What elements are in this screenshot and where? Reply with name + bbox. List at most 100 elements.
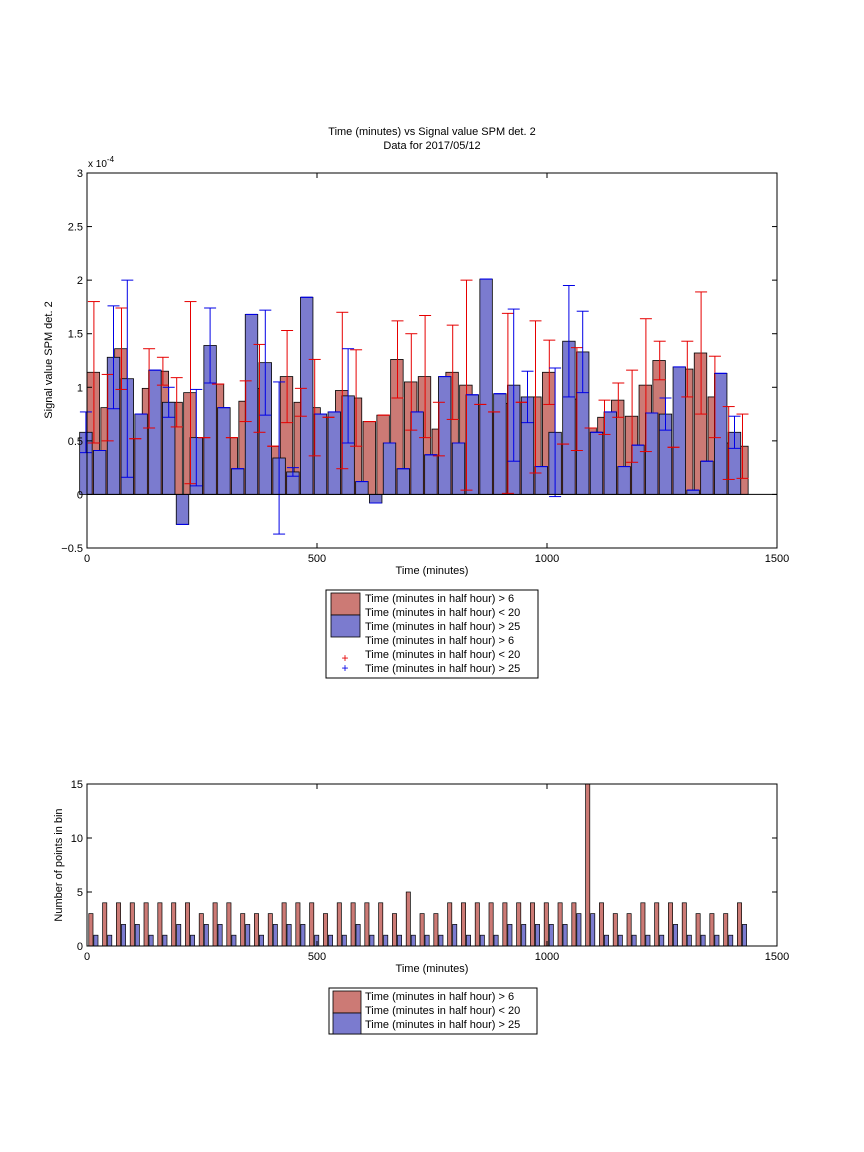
blue-bar — [700, 460, 714, 495]
signal-chart: Time (minutes) vs Signal value SPM det. … — [43, 126, 789, 679]
blue-bar — [244, 314, 259, 495]
blue-bar — [327, 411, 341, 495]
blue-count-bar — [341, 934, 347, 947]
signal-chart-data — [79, 278, 777, 535]
blue-bar — [645, 412, 659, 495]
y-tick-label: 10 — [71, 833, 83, 845]
count-chart-xlabel: Time (minutes) — [396, 963, 469, 975]
blue-bar — [686, 489, 700, 495]
blue-count-bar — [700, 934, 706, 947]
red-count-bar — [640, 902, 646, 947]
blue-bar — [355, 481, 369, 495]
legend-marker-red-plus: + — [341, 651, 348, 665]
blue-bar — [493, 393, 507, 495]
blue-bar — [300, 296, 314, 495]
red-count-bar — [654, 902, 660, 947]
blue-bar — [479, 278, 493, 495]
red-count-bar — [364, 902, 370, 947]
blue-count-bar — [300, 924, 306, 947]
y-tick-label: 0 — [77, 489, 83, 501]
legend-swatch-blue-bar — [332, 1012, 362, 1035]
red-count-bar — [88, 913, 94, 947]
red-count-bar — [143, 902, 149, 947]
signal-chart-legend: Time (minutes in half hour) > 6 Time (mi… — [325, 589, 539, 679]
blue-count-bar — [645, 934, 651, 947]
legend-swatch-blue-bar — [330, 614, 361, 638]
legend-entry: Time (minutes in half hour) > 25 — [365, 663, 520, 675]
blue-bar — [382, 442, 397, 495]
blue-count-bar — [107, 934, 113, 947]
x-tick-label: 1000 — [535, 553, 559, 565]
red-count-bar — [709, 913, 715, 947]
legend-entry: Time (minutes in half hour) > 6 — [365, 635, 514, 647]
red-count-bar — [102, 902, 108, 947]
red-count-bar — [461, 902, 466, 947]
red-count-bar — [695, 913, 701, 947]
red-count-bar — [267, 913, 273, 947]
blue-bar — [438, 376, 452, 495]
red-count-bar — [323, 913, 328, 947]
red-count-bar — [392, 913, 397, 947]
blue-count-bar — [576, 913, 582, 947]
blue-count-bar — [355, 924, 361, 947]
blue-count-bar — [562, 924, 568, 947]
red-count-bar — [681, 902, 687, 947]
blue-bar — [603, 411, 617, 495]
blue-count-bar — [742, 924, 747, 947]
y-tick-label: 15 — [71, 779, 83, 791]
blue-count-bar — [162, 934, 168, 947]
red-count-bar — [350, 902, 356, 947]
blue-count-bar — [121, 924, 126, 947]
red-count-bar — [295, 902, 301, 947]
blue-bar — [631, 444, 645, 495]
blue-count-bar — [328, 934, 333, 947]
blue-count-bar — [507, 924, 513, 947]
red-count-bar — [185, 902, 190, 947]
y-tick-label: 2 — [77, 275, 83, 287]
red-count-bar — [378, 902, 384, 947]
y-tick-label: 5 — [77, 887, 83, 899]
x-tick-label: 500 — [308, 553, 326, 565]
y-tick-label: 2.5 — [68, 222, 83, 234]
signal-chart-ticks: 0 500 1000 1500−0.500.511.522.53 — [61, 168, 789, 565]
y-tick-label: 3 — [77, 168, 83, 180]
blue-count-bar — [93, 934, 99, 947]
blue-bar — [410, 411, 424, 495]
signal-chart-ylabel: Signal value SPM det. 2 — [43, 301, 55, 418]
blue-count-bar — [631, 934, 637, 947]
red-count-bar — [116, 902, 121, 947]
blue-count-bar — [728, 934, 734, 947]
y-tick-label: 0.5 — [68, 436, 83, 448]
count-chart-axes-box — [86, 783, 778, 947]
red-count-bar — [198, 913, 204, 947]
count-chart-legend: Time (minutes in half hour) > 6 Time (mi… — [328, 987, 538, 1035]
blue-bar — [217, 407, 231, 495]
x-tick-label: 500 — [308, 951, 326, 963]
legend-entry: Time (minutes in half hour) < 20 — [365, 649, 520, 661]
red-count-bar — [557, 902, 563, 947]
blue-count-bar — [410, 934, 416, 947]
y-tick-label: 0 — [77, 941, 83, 953]
blue-count-bar — [203, 924, 209, 947]
blue-count-bar — [190, 934, 195, 947]
red-count-bar — [212, 902, 218, 947]
blue-count-bar — [231, 934, 237, 947]
red-count-bar — [723, 913, 729, 947]
blue-count-bar — [286, 924, 292, 947]
blue-count-bar — [272, 924, 278, 947]
red-count-bar — [516, 902, 522, 947]
blue-count-bar — [521, 924, 527, 947]
blue-count-bar — [217, 924, 223, 947]
count-chart-ylabel: Number of points in bin — [53, 808, 65, 921]
red-count-bar — [433, 913, 439, 947]
blue-count-bar — [686, 934, 692, 947]
blue-count-bar — [452, 924, 458, 947]
red-count-bar — [309, 902, 315, 947]
y-tick-label: 1.5 — [68, 329, 83, 341]
red-count-bar — [474, 902, 480, 947]
red-count-bar — [612, 913, 618, 947]
x-tick-label: 0 — [84, 951, 90, 963]
legend-marker-blue-plus: + — [341, 661, 348, 675]
